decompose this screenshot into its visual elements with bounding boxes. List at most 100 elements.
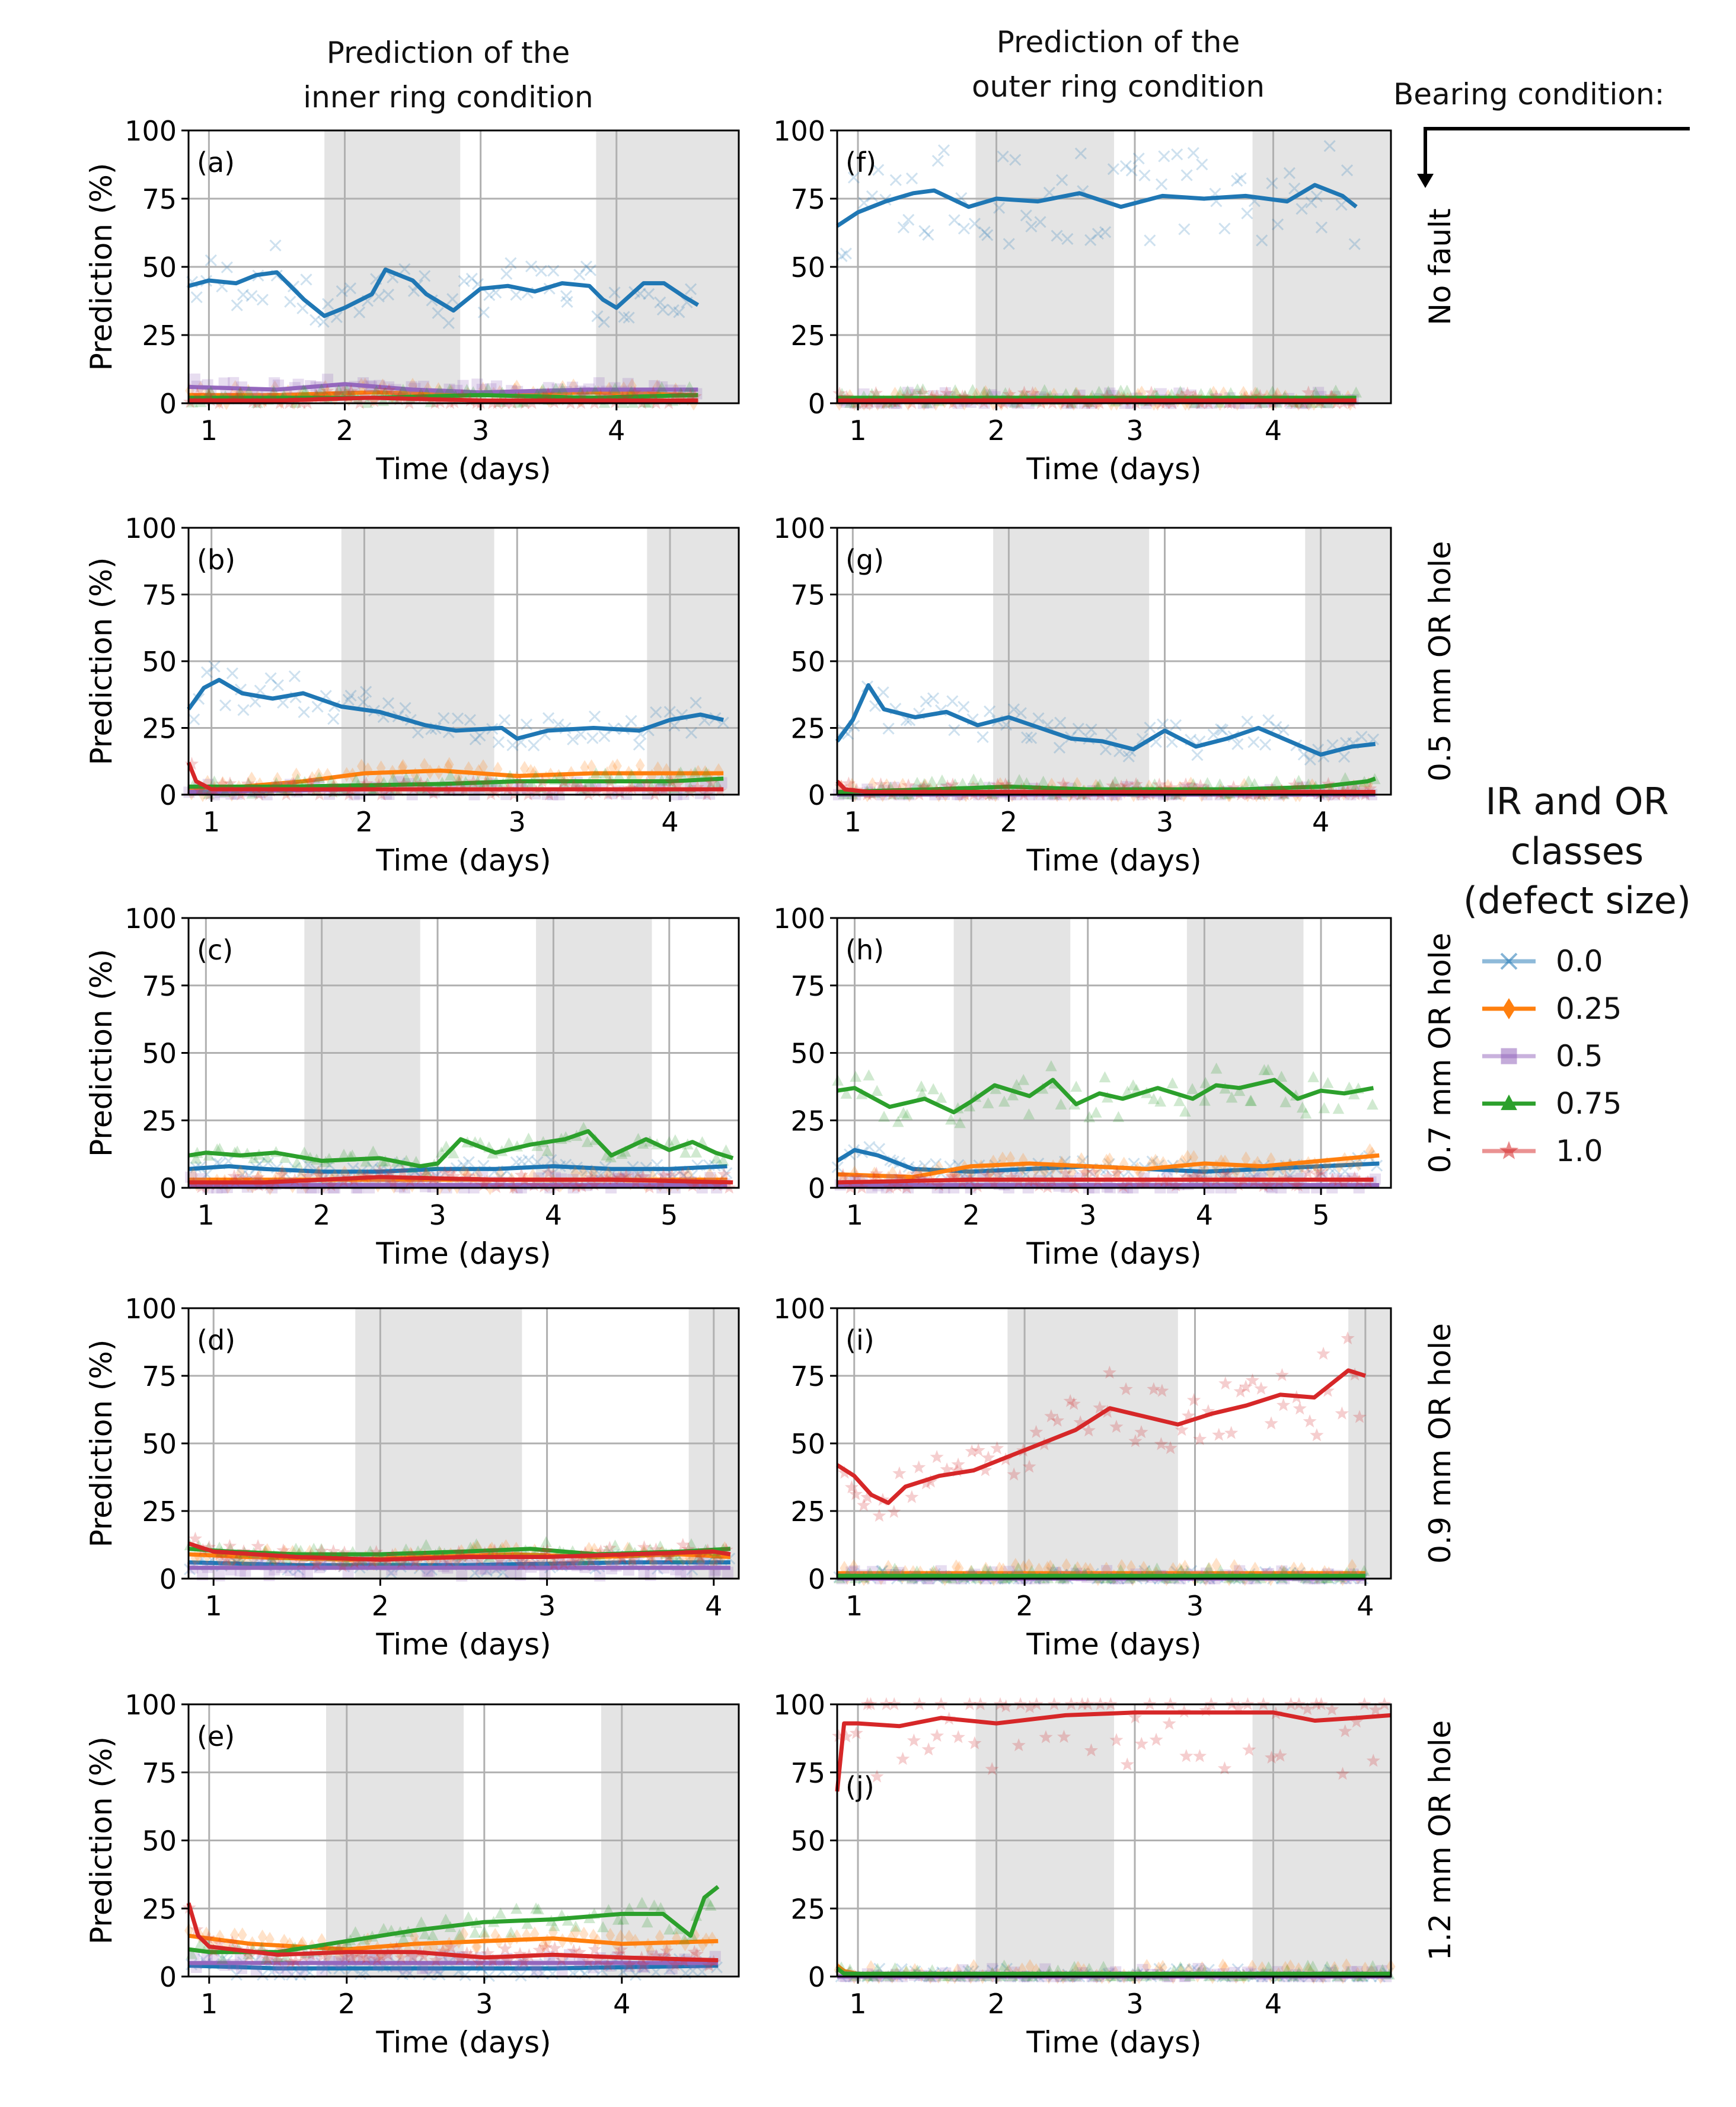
ytick-label: 100 (773, 1293, 825, 1325)
scatter-point-0.0 (573, 269, 586, 281)
legend-swatch (1482, 1141, 1536, 1159)
row-condition-label: 0.5 mm OR hole (1423, 541, 1457, 782)
scatter-point-0.0 (946, 695, 959, 707)
xtick-label: 1 (197, 1199, 215, 1231)
scatter-point-0.75 (397, 384, 409, 395)
scatter-point-0.5 (322, 374, 334, 385)
scatter-point-1.0 (576, 388, 590, 401)
scatter-point-0.0 (633, 738, 645, 751)
panel-label: (j) (845, 1771, 875, 1803)
panel-label: (a) (197, 146, 235, 178)
panel-label: (e) (197, 1720, 235, 1752)
xtick-label: 2 (1000, 806, 1017, 838)
scatter-point-1.0 (710, 1552, 725, 1566)
scatter-point-0.75 (505, 1926, 517, 1938)
scatter-point-0.75 (949, 384, 961, 396)
scatter-point-1.0 (930, 1729, 944, 1742)
xtick-label: 4 (705, 1590, 722, 1622)
scatter-point-0.0 (650, 706, 662, 719)
scatter-point-1.0 (601, 787, 615, 801)
scatter-point-0.75 (581, 1136, 593, 1147)
scatter-point-1.0 (535, 774, 549, 788)
ytick-label: 100 (773, 115, 825, 147)
ytick-label: 50 (142, 1038, 177, 1070)
scatter-point-0.0 (561, 296, 573, 308)
series-line-0.0 (188, 1560, 730, 1567)
xtick-label: 4 (1196, 1199, 1213, 1231)
scatter-point-1.0 (202, 388, 216, 401)
scatter-point-0.75 (315, 383, 328, 394)
scatter-point-0.0 (382, 697, 395, 709)
scatter-point-1.0 (373, 383, 387, 397)
scatter-point-1.0 (489, 1180, 503, 1193)
subplot-i: 0 25 50 75 100 1 2 3 4 Time (days) (i) 0.9 mm OR ho… (773, 1293, 1457, 1662)
scatter-point-1.0 (1120, 1757, 1134, 1771)
legend-item: 0.25 (1447, 985, 1708, 1032)
scatter-point-0.0 (560, 290, 573, 302)
scatter-point-1.0 (565, 1554, 579, 1568)
scatter-point-1.0 (414, 776, 428, 789)
scatter-point-0.75 (1099, 1071, 1111, 1083)
scatter-point-0.0 (446, 293, 459, 305)
scatter-point-1.0 (320, 384, 334, 397)
xtick-label: 2 (336, 415, 353, 447)
scatter-point-0.0 (623, 311, 635, 324)
scatter-point-1.0 (1134, 1736, 1148, 1750)
scatter-point-0.75 (1090, 1106, 1102, 1118)
scatter-point-0.0 (399, 702, 411, 714)
scatter-point-0.0 (477, 306, 490, 318)
series-line-0.0 (188, 1164, 727, 1174)
scatter-point-0.75 (871, 1085, 883, 1096)
scatter-point-0.0 (245, 290, 258, 302)
scatter-point-1.0 (541, 387, 556, 400)
scatter-point-0.75 (367, 1145, 379, 1157)
scatter-point-1.0 (223, 776, 237, 790)
scatter-point-0.0 (663, 706, 676, 718)
scatter-point-0.0 (673, 306, 685, 318)
scatter-point-1.0 (337, 1545, 352, 1559)
scatter-point-0.75 (1367, 1098, 1378, 1110)
ytick-label: 75 (142, 183, 177, 215)
scatter-point-0.0 (584, 264, 597, 276)
ytick-label: 0 (808, 1172, 825, 1204)
scatter-point-0.75 (190, 1152, 202, 1164)
scatter-point-1.0 (642, 1180, 657, 1194)
ytick-label: 0 (808, 779, 825, 811)
scatter-point-1.0 (386, 1175, 400, 1189)
scatter-point-0.75 (522, 1132, 535, 1144)
ytick-label: 25 (790, 1893, 825, 1925)
ytick-label: 50 (142, 1825, 177, 1857)
scatter-point-1.0 (190, 387, 205, 401)
ytick-label: 75 (790, 970, 825, 1002)
scatter-point-0.0 (535, 264, 547, 277)
ytick-label: 50 (142, 646, 177, 678)
x-axis-label: Time (days) (375, 1236, 551, 1271)
ytick-label: 75 (790, 183, 825, 215)
scatter-point-0.75 (1322, 1077, 1334, 1088)
scatter-point-1.0 (1218, 1376, 1233, 1390)
scatter-point-0.75 (878, 1110, 890, 1122)
scatter-point-0.0 (302, 1159, 314, 1171)
scatter-point-1.0 (294, 1555, 308, 1569)
scatter-point-0.0 (591, 310, 604, 323)
scatter-point-0.75 (232, 1550, 244, 1562)
scatter-point-1.0 (188, 1531, 202, 1545)
scatter-point-0.75 (425, 396, 437, 407)
scatter-point-0.0 (1191, 749, 1204, 761)
scatter-point-1.0 (1293, 1401, 1307, 1415)
ytick-label: 75 (142, 579, 177, 611)
scatter-point-0.0 (1156, 178, 1168, 190)
scatter-point-0.0 (462, 1156, 475, 1168)
xtick-label: 2 (338, 1988, 355, 2020)
x-axis-label: Time (days) (1026, 452, 1201, 486)
xtick-label: 3 (1126, 415, 1143, 447)
scatter-point-0.0 (1180, 169, 1193, 181)
scatter-point-0.0 (317, 315, 330, 328)
scatter-point-1.0 (1303, 1414, 1317, 1428)
scatter-point-0.0 (256, 294, 269, 306)
scatter-point-0.0 (667, 304, 679, 317)
scatter-point-0.75 (313, 772, 326, 783)
scatter-point-0.0 (411, 726, 425, 739)
scatter-point-0.0 (311, 700, 324, 713)
scatter-point-1.0 (1179, 1749, 1194, 1762)
